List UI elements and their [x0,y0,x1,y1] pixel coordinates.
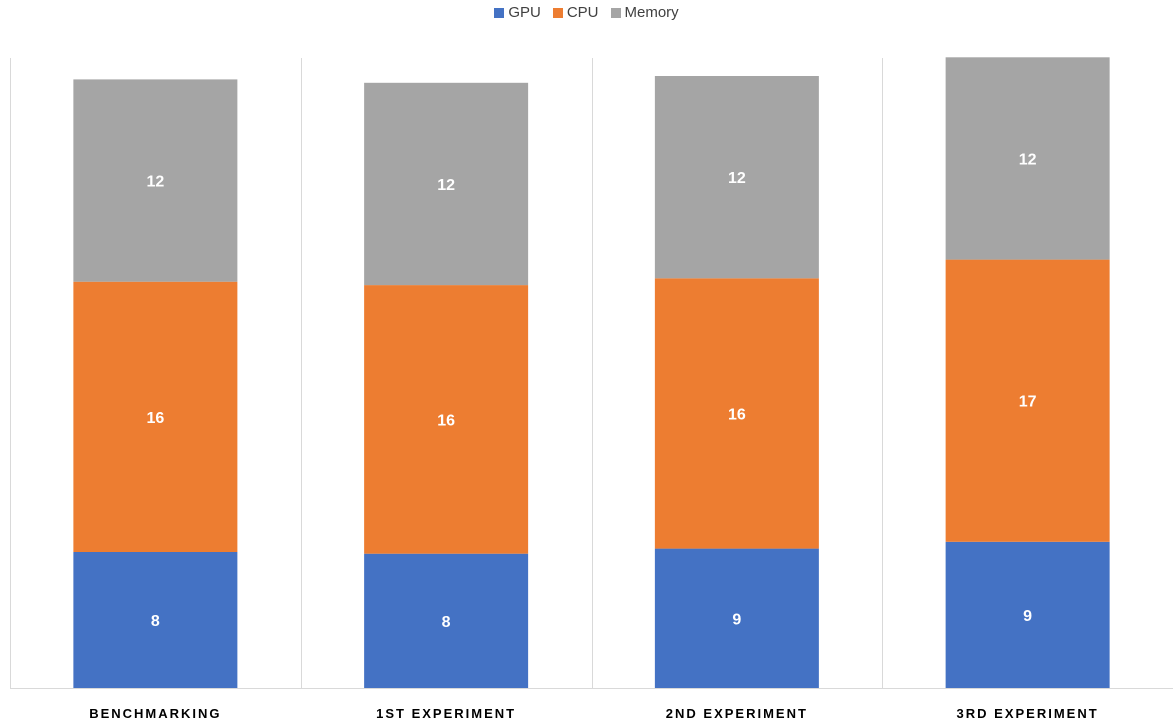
category-label: 3RD EXPERIMENT [957,706,1099,721]
bar-segment-memory [945,57,1110,260]
category-label: 2ND EXPERIMENT [666,706,808,721]
legend-item-memory: Memory [610,4,679,21]
data-label-gpu: 8 [442,614,451,631]
category-label: BENCHMARKING [89,706,221,721]
data-label-cpu: 16 [146,410,164,427]
bar-segment-memory [654,76,819,279]
bar-segment-gpu [654,548,819,688]
bar-segment-gpu [945,541,1110,688]
data-label-gpu: 8 [151,613,160,630]
bar-segment-gpu [73,552,238,688]
legend-swatch-memory [610,7,621,18]
bar-segment-gpu [364,553,529,688]
legend-label: CPU [566,4,599,21]
data-label-memory: 12 [437,177,455,194]
legend-item-gpu: GPU [494,4,541,21]
legend-label: Memory [624,4,679,21]
chart-legend: GPU CPU Memory [0,4,1173,21]
data-label-gpu: 9 [1023,608,1032,625]
data-label-memory: 12 [1019,151,1037,168]
data-label-cpu: 16 [437,412,455,429]
data-label-cpu: 16 [728,406,746,423]
bar-segment-memory [73,79,238,282]
legend-swatch-cpu [552,7,563,18]
bar-segment-cpu [73,281,238,552]
data-label-memory: 12 [146,174,164,191]
legend-label: GPU [508,4,541,21]
bar-segment-cpu [654,278,819,549]
category-label: 1ST EXPERIMENT [376,706,516,721]
bar-segment-cpu [364,285,529,554]
data-label-memory: 12 [728,170,746,187]
data-label-cpu: 17 [1019,394,1037,411]
legend-item-cpu: CPU [552,4,599,21]
bar-segment-cpu [945,259,1110,542]
legend-swatch-gpu [494,7,505,18]
data-label-gpu: 9 [732,611,741,628]
bar-segment-memory [364,82,529,286]
